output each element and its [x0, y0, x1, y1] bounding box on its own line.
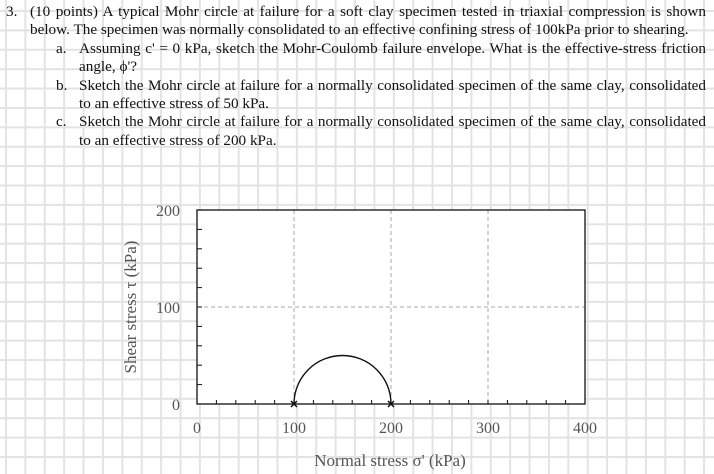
y-tick-label: 200 [156, 203, 180, 220]
x-tick-label: 300 [476, 420, 500, 437]
part-letter: c. [56, 113, 67, 131]
part-letter: b. [56, 76, 68, 94]
y-axis-label: Shear stress τ (kPa) [121, 241, 140, 374]
mohr-circle [293, 354, 392, 405]
question-stem: (10 points) A typical Mohr circle at fai… [30, 3, 706, 39]
part-b: b. Sketch the Mohr circle at failure for … [6, 77, 706, 114]
x-tick-label: 400 [573, 420, 597, 437]
part-text: Sketch the Mohr circle at failure for a … [79, 76, 706, 113]
question-3: 3. (10 points) A typical Mohr circle at … [6, 3, 706, 150]
x-tick-label: 200 [379, 420, 403, 437]
part-letter: a. [56, 39, 67, 57]
x-tick-label: 100 [282, 420, 306, 437]
x-axis-label: Normal stress σ' (kPa) [314, 451, 466, 470]
y-tick-label: 0 [172, 397, 180, 414]
point-marker [387, 400, 395, 408]
question-number: 3. [6, 3, 18, 20]
point-marker [290, 400, 298, 408]
part-c: c. Sketch the Mohr circle at failure for … [6, 113, 706, 150]
part-a: a. Assuming c' = 0 kPa, sketch the Mohr-C… [6, 40, 706, 77]
question-parts: a. Assuming c' = 0 kPa, sketch the Mohr-C… [6, 40, 706, 150]
part-text: Assuming c' = 0 kPa, sketch the Mohr-Cou… [79, 39, 706, 76]
part-text: Sketch the Mohr circle at failure for a … [79, 113, 706, 149]
y-tick-label: 100 [156, 300, 180, 317]
x-tick-label: 0 [193, 420, 201, 437]
